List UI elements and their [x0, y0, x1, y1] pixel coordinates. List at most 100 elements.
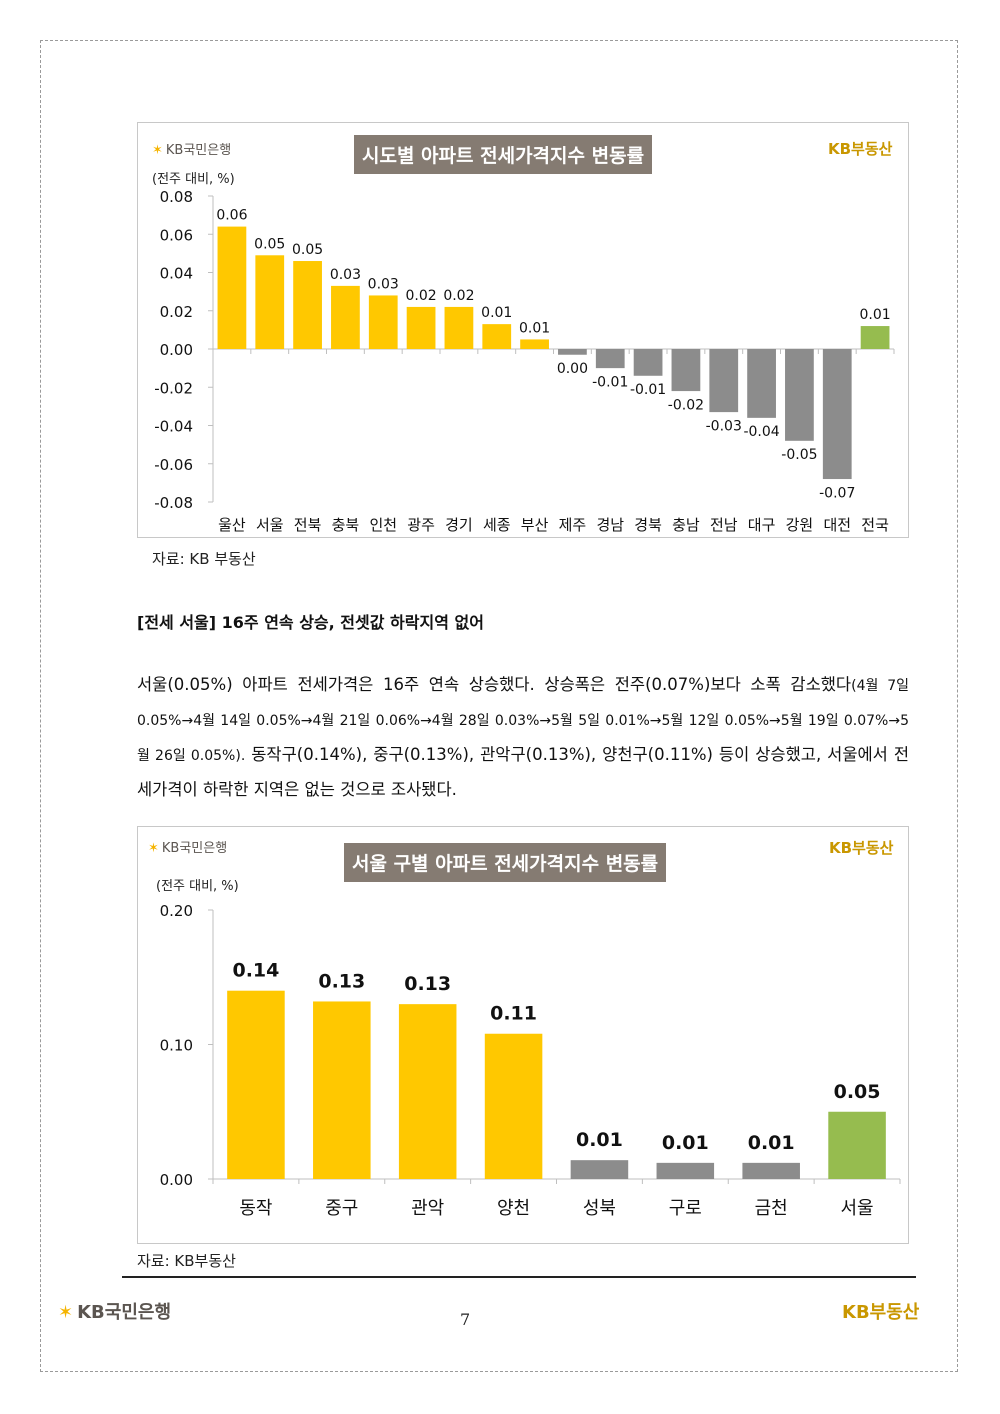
bar [860, 326, 890, 349]
chart-title: 서울 구별 아파트 전세가격지수 변동률 [344, 843, 667, 882]
bar [406, 306, 436, 349]
bar [368, 295, 398, 349]
category-label: 광주 [407, 516, 435, 534]
category-label: 충남 [672, 516, 700, 534]
data-label: 0.02 [443, 288, 474, 304]
footer-kb-bank-logo: ✶ KB국민은행 [58, 1298, 171, 1324]
chart-source: 자료: KB 부동산 [152, 550, 256, 568]
chart-seoul-district-rate: ✶ KB국민은행 서울 구별 아파트 전세가격지수 변동률 KB부동산 (전주 대… [137, 826, 909, 1244]
y-tick-label: 0.20 [160, 902, 193, 920]
bar [742, 1162, 800, 1179]
y-tick-label: 0.04 [160, 265, 193, 283]
kb-realestate-logo: KB부동산 [828, 140, 893, 158]
bar [484, 1033, 543, 1179]
kb-star-icon: ✶ [148, 841, 159, 856]
data-label: 0.03 [368, 276, 399, 292]
category-label: 충북 [332, 516, 360, 534]
bar [785, 349, 814, 441]
category-label: 금천 [755, 1198, 788, 1219]
data-label: 0.01 [519, 320, 550, 336]
y-tick-label: -0.06 [154, 456, 193, 474]
data-label: 0.05 [834, 1081, 881, 1103]
category-label: 경북 [634, 516, 662, 534]
data-label: -0.05 [781, 447, 817, 463]
data-label: -0.01 [592, 374, 628, 390]
category-label: 중구 [325, 1198, 358, 1219]
kb-bank-text: KB국민은행 [165, 143, 232, 158]
bar [331, 285, 360, 349]
bar-chart-svg: 0.08 0.06 0.04 0.02 0.00 -0.02 -0.04 -0.06 -0.08… [154, 188, 895, 534]
footer-divider [122, 1276, 916, 1278]
bar [709, 349, 739, 413]
bar [671, 349, 701, 392]
y-tick-label: -0.02 [154, 379, 193, 397]
category-label: 경남 [596, 516, 624, 534]
category-label: 세종 [483, 516, 511, 534]
bar [398, 1004, 457, 1179]
bar [293, 261, 322, 349]
chart-unit: (전주 대비, %) [152, 172, 235, 187]
kb-bank-text: KB국민은행 [161, 841, 228, 856]
chart-region-rate: ✶ KB국민은행 시도별 아파트 전세가격지수 변동률 KB부동산 (전주 대비,… [137, 122, 909, 538]
footer-kb-realestate-logo: KB부동산 [842, 1302, 920, 1323]
data-label: 0.05 [292, 242, 323, 258]
category-label: 전국 [861, 516, 889, 534]
category-label: 강원 [786, 516, 814, 534]
data-label: -0.03 [706, 418, 742, 434]
category-label: 대전 [823, 516, 851, 534]
bar [217, 226, 247, 349]
para-part-3: 동작구(0.14%), 중구(0.13%), 관악구(0.13%), 양천구(0… [137, 745, 909, 799]
y-tick-label: -0.04 [154, 418, 193, 436]
y-tick-label: 0.00 [160, 1171, 193, 1189]
data-label: 0.01 [481, 305, 512, 321]
page-border [40, 40, 958, 1372]
y-tick-label: 0.08 [160, 188, 193, 206]
data-label: 0.11 [490, 1003, 537, 1025]
chart-source: 자료: KB부동산 [137, 1252, 236, 1270]
page-number: 7 [460, 1310, 471, 1329]
chart-unit: (전주 대비, %) [156, 879, 239, 894]
category-label: 성북 [583, 1198, 616, 1219]
bar [656, 1162, 715, 1179]
data-label: 0.03 [330, 267, 361, 283]
data-label: 0.01 [662, 1132, 709, 1154]
data-label: -0.01 [630, 382, 666, 398]
data-label: 0.00 [557, 361, 588, 377]
data-label: 0.13 [404, 973, 451, 995]
category-label: 관악 [411, 1198, 444, 1219]
y-tick-label: 0.02 [160, 303, 193, 321]
category-label: 대구 [748, 516, 776, 534]
chart-title: 시도별 아파트 전세가격지수 변동률 [354, 135, 653, 174]
bar [822, 349, 852, 480]
bar-chart-svg: 0.20 0.10 0.00 0.14 동작 0.13 중구 0.13 관악 0.11 양천 0.01… [160, 902, 901, 1219]
y-tick-label: 0.00 [160, 341, 193, 359]
section-paragraph: 서울(0.05%) 아파트 전세가격은 16주 연속 상승했다. 상승폭은 전주… [137, 668, 909, 807]
bar [633, 349, 663, 376]
data-label: 0.05 [254, 236, 285, 252]
data-label: -0.07 [819, 485, 855, 501]
kb-bank-logo: ✶ KB국민은행 [152, 139, 231, 158]
category-label: 동작 [239, 1198, 272, 1219]
data-label: 0.14 [232, 960, 279, 982]
bar [570, 1160, 629, 1179]
bar [595, 349, 625, 369]
data-label: 0.01 [576, 1129, 623, 1151]
kb-star-icon: ✶ [152, 143, 163, 158]
bar [747, 349, 776, 418]
bar [482, 324, 512, 349]
bar [828, 1111, 886, 1179]
category-label: 제주 [559, 516, 587, 534]
data-label: -0.02 [668, 397, 704, 413]
bar [444, 306, 474, 349]
bar [227, 990, 285, 1179]
category-label: 전남 [710, 516, 738, 534]
data-label: 0.06 [216, 208, 247, 224]
bar [255, 255, 285, 349]
data-label: 0.01 [859, 307, 890, 323]
category-label: 서울 [256, 516, 284, 534]
category-label: 서울 [841, 1198, 874, 1219]
data-label: -0.04 [743, 424, 779, 440]
y-tick-label: 0.10 [160, 1037, 193, 1055]
kb-bank-logo: ✶ KB국민은행 [148, 837, 227, 856]
footer-bank-text: KB국민은행 [77, 1302, 172, 1323]
